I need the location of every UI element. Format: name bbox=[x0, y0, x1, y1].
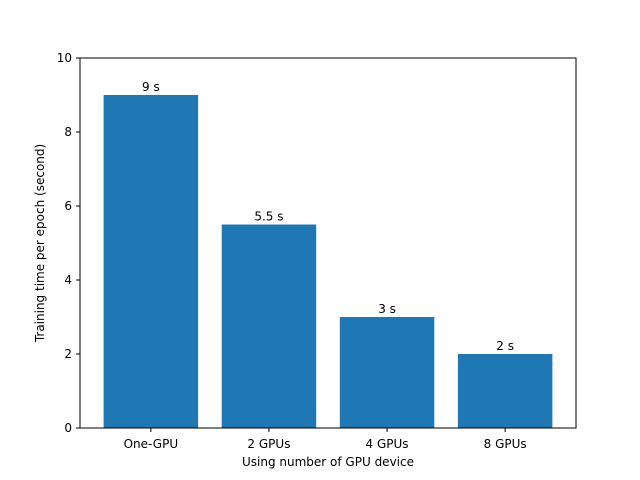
data-label: 9 s bbox=[142, 80, 160, 94]
y-tick-label: 6 bbox=[64, 199, 72, 213]
x-axis-label: Using number of GPU device bbox=[242, 455, 414, 469]
y-tick-label: 10 bbox=[57, 51, 72, 65]
plot-frame bbox=[79, 57, 577, 429]
y-tick-label: 0 bbox=[64, 421, 72, 435]
x-tick-label: 4 GPUs bbox=[366, 437, 409, 451]
x-tick-label: 8 GPUs bbox=[484, 437, 527, 451]
bars-group bbox=[103, 95, 553, 428]
x-tick-label: One-GPU bbox=[124, 437, 179, 451]
data-label: 3 s bbox=[378, 302, 396, 316]
bar bbox=[221, 224, 317, 428]
data-labels-group: 9 s 5.5 s 3 s 2 s bbox=[142, 80, 514, 353]
y-axis-label: Training time per epoch (second) bbox=[33, 144, 47, 343]
bar bbox=[103, 95, 199, 428]
y-tick-label: 2 bbox=[64, 347, 72, 361]
bar bbox=[339, 317, 435, 428]
x-tick-label: 2 GPUs bbox=[247, 437, 290, 451]
y-axis: 0 2 4 6 8 10 bbox=[57, 51, 80, 435]
data-label: 5.5 s bbox=[254, 210, 283, 224]
bar bbox=[457, 354, 553, 428]
x-axis: One-GPU 2 GPUs 4 GPUs 8 GPUs bbox=[124, 428, 527, 451]
y-tick-label: 8 bbox=[64, 125, 72, 139]
data-label: 2 s bbox=[496, 339, 514, 353]
y-tick-label: 4 bbox=[64, 273, 72, 287]
